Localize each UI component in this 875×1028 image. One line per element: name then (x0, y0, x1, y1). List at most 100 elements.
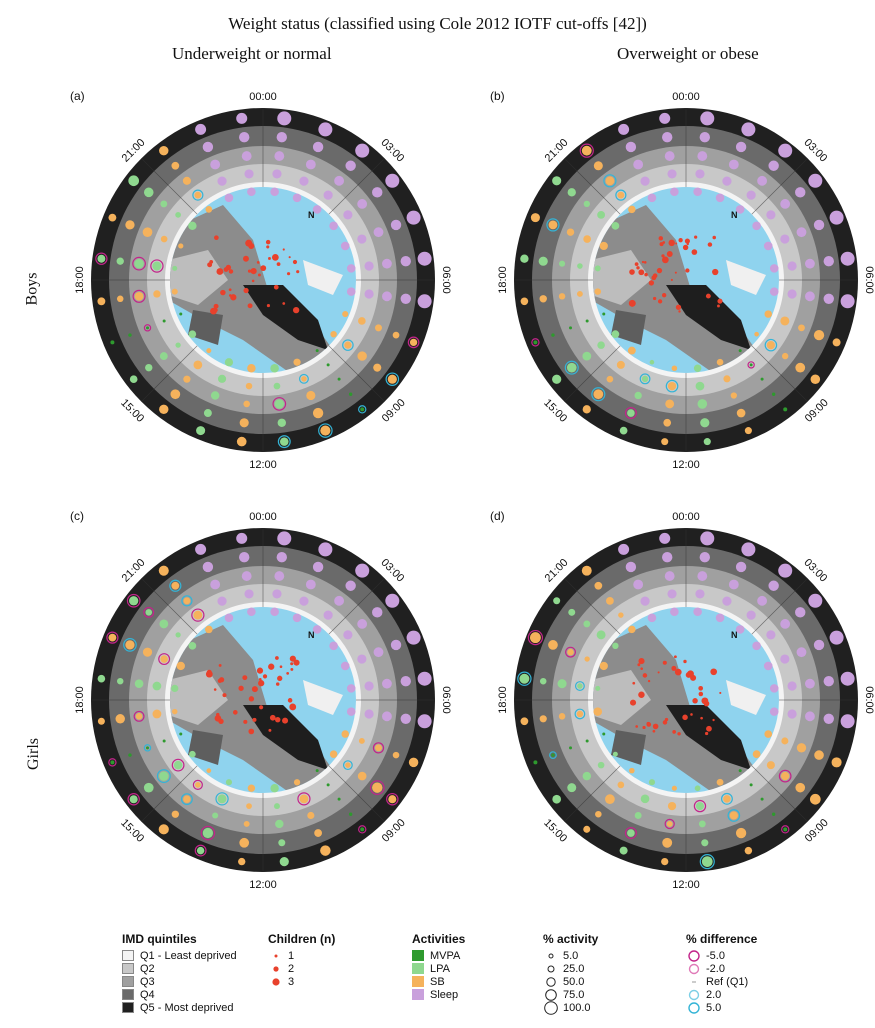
activity-bubble (617, 191, 625, 199)
panel-label: (a) (70, 89, 85, 103)
activity-bubble (810, 374, 821, 384)
activity-bubble (533, 340, 538, 345)
activity-bubble (780, 771, 790, 781)
children-dot (213, 688, 217, 691)
activity-bubble (640, 176, 650, 186)
activity-bubble (159, 619, 169, 629)
activity-bubble (315, 769, 319, 773)
activity-bubble (795, 362, 806, 373)
activity-bubble (538, 256, 548, 266)
children-dot (692, 698, 698, 704)
children-dot (672, 730, 676, 734)
children-dot (634, 262, 639, 267)
activity-bubble (172, 708, 178, 715)
activity-bubble (110, 760, 115, 765)
children-dot (641, 260, 645, 264)
legend-children-item: 3 (268, 975, 335, 988)
legend-children: Children (n) 1 2 3 (268, 932, 335, 988)
children-dot (687, 670, 694, 678)
children-dot (684, 238, 690, 244)
children-dot (214, 235, 219, 241)
children-dot (214, 308, 218, 312)
activity-bubble (539, 677, 547, 685)
activity-bubble (135, 713, 143, 720)
activity-bubble (345, 160, 356, 171)
activity-bubble (357, 619, 368, 629)
children-dot (287, 698, 293, 703)
difference-ring (549, 751, 557, 760)
children-dot (207, 262, 213, 268)
activity-bubble (659, 112, 671, 124)
children-dot (662, 660, 667, 665)
activity-bubble (189, 750, 196, 758)
activity-bubble (408, 757, 419, 768)
hour-spoke (564, 158, 621, 215)
activity-bubble (334, 595, 344, 606)
difference-ring (132, 256, 146, 271)
children-dot (250, 268, 257, 275)
activity-bubble (754, 331, 759, 337)
difference-ring (191, 608, 205, 622)
children-dot (258, 680, 265, 687)
activity-bubble (239, 552, 250, 563)
activity-bubble (823, 256, 834, 267)
activity-bubble (357, 234, 367, 244)
land-shape (303, 680, 343, 715)
activity-bubble (625, 561, 637, 573)
children-dot (673, 655, 677, 659)
hour-spoke (141, 345, 198, 402)
activity-bubble (602, 312, 606, 316)
activity-bubble (760, 797, 764, 801)
activity-bubble (374, 324, 382, 332)
children-dot (214, 715, 222, 722)
legend-imd-item: Q4 (122, 988, 237, 1001)
legend-children-item: 1 (268, 949, 335, 962)
activity-bubble (594, 581, 603, 590)
difference-ring (407, 336, 420, 349)
children-dot (218, 663, 222, 667)
legend-pct-difference-label: Ref (Q1) (706, 975, 749, 988)
activity-bubble (239, 837, 250, 848)
difference-ring (342, 760, 353, 771)
activity-bubble (611, 221, 620, 230)
children-dot (289, 655, 296, 662)
activity-bubble (649, 359, 655, 365)
land-shape (243, 705, 328, 770)
activity-bubble (582, 351, 592, 361)
activity-bubble (142, 227, 153, 237)
activity-bubble (766, 210, 776, 220)
children-dot (271, 253, 279, 261)
legend-pct-difference-item: -2.0 (686, 962, 757, 975)
children-dot (710, 668, 718, 676)
children-dot (712, 268, 719, 276)
activity-bubble (795, 187, 806, 198)
children-dot (265, 239, 271, 245)
activity-bubble (595, 810, 602, 818)
activity-bubble (315, 349, 319, 353)
legend-children-label: 1 (288, 949, 295, 962)
children-dot (268, 663, 275, 670)
activity-bubble (345, 580, 356, 591)
difference-ring (527, 629, 544, 646)
activity-bubble (247, 187, 256, 197)
activity-bubble (744, 427, 752, 435)
hour-spoke (141, 158, 198, 215)
activity-bubble (662, 132, 673, 143)
activity-bubble (153, 290, 161, 298)
difference-ring (127, 793, 140, 806)
activity-bubble (798, 324, 805, 332)
activity-bubble (665, 399, 675, 409)
activity-bubble (566, 228, 575, 236)
children-dot (248, 728, 255, 735)
children-dot (213, 303, 219, 309)
legend-pct-activity-label: 50.0 (563, 975, 585, 988)
activity-bubble (134, 291, 144, 301)
activity-bubble (695, 381, 705, 391)
activity-bubble (840, 671, 855, 686)
children-dot (707, 242, 713, 247)
activity-bubble (628, 205, 636, 214)
children-dot (635, 725, 639, 728)
difference-ring (624, 826, 637, 840)
activity-bubble (529, 632, 541, 644)
activity-bubble (159, 352, 168, 361)
